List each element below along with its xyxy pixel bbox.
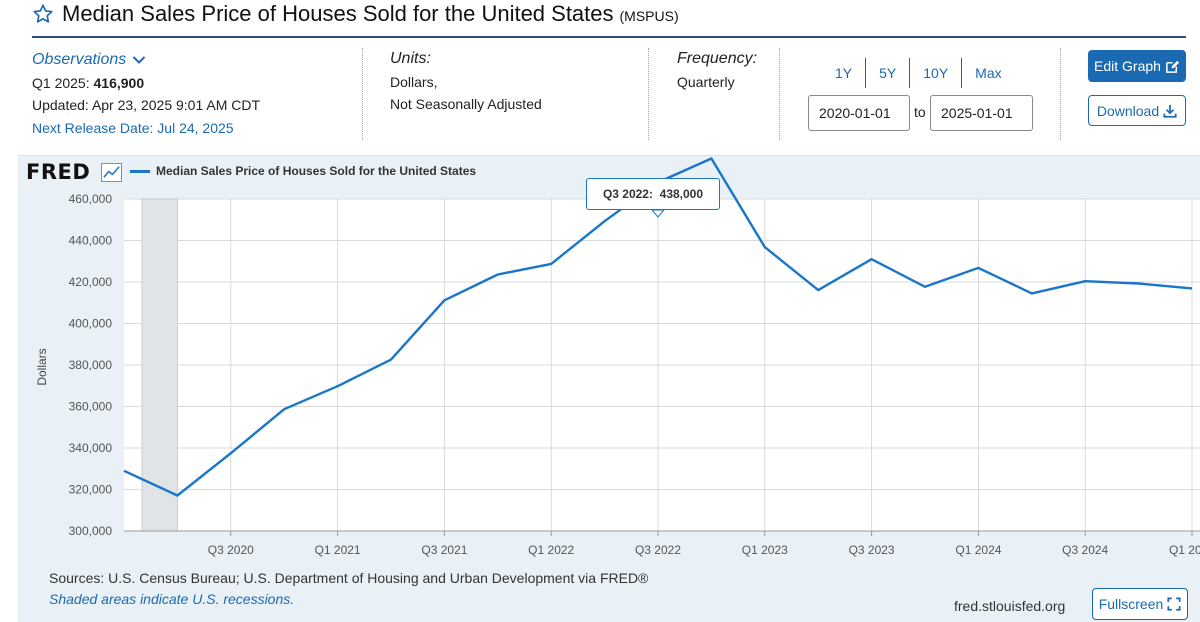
edit-icon — [1166, 60, 1180, 73]
y-tick-label: 440,000 — [69, 234, 113, 248]
units-block: Units: Dollars, Not Seasonally Adjusted — [390, 48, 542, 116]
download-label: Download — [1096, 102, 1160, 119]
x-tick-label: Q3 2024 — [1062, 543, 1108, 557]
legend-label: Median Sales Price of Houses Sold for th… — [156, 164, 477, 178]
frequency-block: Frequency: Quarterly — [677, 48, 757, 93]
title-row: Median Sales Price of Houses Sold for th… — [0, 0, 1200, 36]
data-tooltip: Q3 2022: 438,000 — [586, 178, 720, 210]
x-tick-label: Q3 2022 — [635, 543, 681, 557]
frequency-label: Frequency: — [677, 50, 758, 67]
meta-divider — [1060, 48, 1061, 140]
observations-block: Observations Q1 2025: 416,900 Updated: A… — [32, 48, 260, 139]
range-5y-button[interactable]: 5Y — [866, 58, 911, 88]
sources-text: Sources: U.S. Census Bureau; U.S. Depart… — [49, 570, 649, 586]
next-release-link[interactable]: Next Release Date: Jul 24, 2025 — [32, 119, 234, 136]
download-icon — [1163, 104, 1177, 118]
y-tick-label: 460,000 — [69, 192, 113, 206]
fullscreen-icon — [1167, 597, 1181, 611]
edit-graph-label: Edit Graph — [1094, 58, 1161, 74]
x-tick-label: Q1 2025 — [1169, 543, 1200, 557]
x-tick-label: Q1 2023 — [742, 543, 788, 557]
recession-shade — [141, 198, 178, 532]
x-tick-label: Q3 2020 — [208, 543, 254, 557]
x-tick-label: Q1 2021 — [315, 543, 361, 557]
tooltip-value: 438,000 — [659, 187, 704, 201]
start-date-input[interactable]: 2020-01-01 — [808, 95, 910, 131]
fred-logo: FRED — [26, 160, 91, 184]
chart-legend: Median Sales Price of Houses Sold for th… — [130, 164, 476, 178]
date-to-label: to — [914, 104, 926, 120]
download-button[interactable]: Download — [1088, 95, 1186, 126]
range-selector: 1Y 5Y 10Y Max — [822, 58, 1015, 88]
y-tick-label: 320,000 — [69, 483, 113, 497]
fullscreen-button[interactable]: Fullscreen — [1092, 588, 1188, 620]
units-label: Units: — [390, 50, 431, 67]
chevron-down-icon — [133, 56, 146, 65]
y-tick-label: 380,000 — [69, 358, 113, 372]
meta-divider — [648, 48, 649, 140]
x-tick-label: Q1 2022 — [528, 543, 574, 557]
page-title: Median Sales Price of Houses Sold for th… — [62, 1, 679, 27]
x-tick-label: Q3 2021 — [421, 543, 467, 557]
meta-divider — [362, 48, 363, 140]
x-tick-label: Q3 2023 — [849, 543, 895, 557]
observations-dropdown[interactable]: Observations — [32, 49, 146, 72]
legend-swatch — [130, 169, 150, 173]
tooltip-period: Q3 2022: — [602, 187, 653, 201]
edit-graph-button[interactable]: Edit Graph — [1088, 50, 1186, 82]
y-tick-label: 420,000 — [69, 275, 113, 289]
site-url: fred.stlouisfed.org — [954, 598, 1066, 614]
observations-label: Observations — [32, 51, 127, 68]
line-graph-icon — [101, 163, 122, 182]
range-10y-button[interactable]: 10Y — [910, 58, 963, 88]
recession-note: Shaded areas indicate U.S. recessions. — [49, 591, 295, 607]
x-tick-label: Q1 2024 — [955, 543, 1001, 557]
latest-value: 416,900 — [93, 74, 145, 91]
latest-observation: Q1 2025: 416,900 — [32, 72, 260, 95]
y-tick-label: 360,000 — [69, 400, 113, 414]
y-tick-label: 300,000 — [69, 524, 113, 538]
series-title: Median Sales Price of Houses Sold for th… — [62, 1, 614, 26]
latest-period: Q1 2025: — [32, 74, 90, 91]
star-outline-icon[interactable] — [32, 3, 54, 25]
y-tick-label: 400,000 — [69, 317, 113, 331]
y-axis-title: Dollars — [35, 348, 49, 385]
series-code: (MSPUS) — [619, 8, 679, 24]
units-line-1: Dollars, — [390, 73, 438, 90]
tooltip-pointer — [650, 209, 666, 218]
fullscreen-label: Fullscreen — [1098, 596, 1164, 612]
range-max-button[interactable]: Max — [975, 65, 1002, 81]
title-divider — [32, 36, 1186, 38]
range-1y-button[interactable]: 1Y — [822, 58, 867, 88]
meta-divider — [779, 48, 780, 140]
frequency-value: Quarterly — [677, 73, 735, 90]
updated-text: Updated: Apr 23, 2025 9:01 AM CDT — [32, 97, 261, 113]
units-line-2: Not Seasonally Adjusted — [390, 96, 542, 112]
end-date-input[interactable]: 2025-01-01 — [930, 95, 1033, 131]
y-tick-label: 340,000 — [69, 441, 113, 455]
